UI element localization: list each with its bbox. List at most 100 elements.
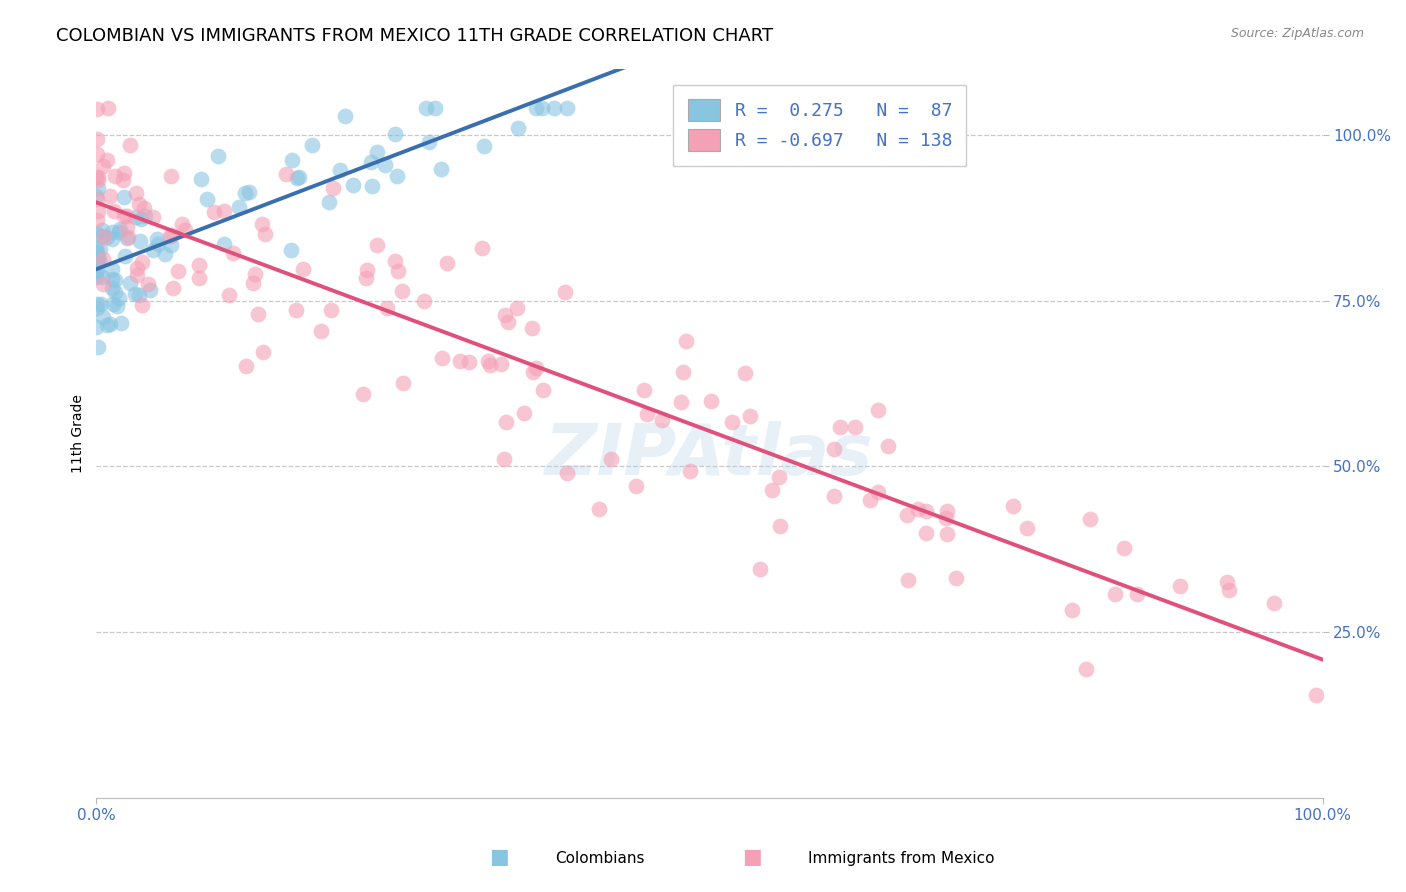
Point bbox=[830, 420, 852, 434]
Point bbox=[387, 263, 409, 277]
Y-axis label: 11th Grade: 11th Grade bbox=[72, 394, 86, 473]
Point bbox=[495, 415, 517, 429]
Text: Colombians: Colombians bbox=[555, 852, 645, 866]
Point bbox=[524, 360, 547, 375]
Point bbox=[522, 365, 544, 379]
Point bbox=[494, 452, 516, 467]
Point bbox=[101, 272, 124, 286]
Point bbox=[103, 297, 125, 311]
Point bbox=[117, 230, 139, 244]
Point bbox=[679, 465, 702, 479]
Point bbox=[285, 303, 308, 318]
Point bbox=[430, 351, 453, 365]
Point bbox=[86, 227, 108, 241]
Point bbox=[423, 101, 446, 115]
Point bbox=[472, 138, 495, 153]
Point bbox=[1074, 661, 1097, 675]
Point bbox=[498, 315, 520, 329]
Point bbox=[844, 419, 866, 434]
Point bbox=[90, 269, 112, 284]
Point bbox=[418, 135, 440, 149]
Point bbox=[96, 229, 118, 244]
Point bbox=[651, 412, 673, 426]
Point bbox=[128, 288, 150, 302]
Point bbox=[87, 181, 110, 195]
Point bbox=[391, 285, 413, 299]
Point bbox=[945, 571, 967, 585]
Point bbox=[124, 287, 146, 301]
Point bbox=[506, 120, 529, 135]
Point bbox=[101, 281, 124, 295]
Point bbox=[915, 525, 938, 540]
Legend: R =  0.275   N =  87, R = -0.697   N = 138: R = 0.275 N = 87, R = -0.697 N = 138 bbox=[673, 85, 966, 166]
Point bbox=[360, 155, 382, 169]
Point bbox=[1112, 541, 1135, 555]
Point bbox=[91, 310, 114, 325]
Point bbox=[87, 170, 110, 185]
Point bbox=[129, 212, 152, 227]
Point bbox=[91, 160, 114, 174]
Point bbox=[458, 355, 481, 369]
Point bbox=[360, 179, 382, 194]
Point bbox=[86, 270, 108, 285]
Point bbox=[202, 204, 225, 219]
Point bbox=[86, 188, 108, 202]
Point bbox=[160, 238, 183, 252]
Point bbox=[86, 240, 108, 254]
Point bbox=[136, 277, 159, 291]
Point bbox=[935, 527, 957, 541]
Point bbox=[366, 237, 388, 252]
Point bbox=[1218, 583, 1240, 598]
Point bbox=[112, 189, 135, 203]
Point bbox=[749, 562, 772, 576]
Point bbox=[86, 169, 108, 184]
Point bbox=[235, 359, 257, 373]
Point bbox=[356, 262, 378, 277]
Point bbox=[104, 169, 127, 183]
Point bbox=[86, 264, 108, 278]
Point bbox=[858, 492, 880, 507]
Point bbox=[125, 268, 148, 282]
Point bbox=[96, 153, 118, 168]
Point bbox=[309, 325, 332, 339]
Point bbox=[112, 166, 135, 180]
Point bbox=[111, 173, 134, 187]
Point bbox=[110, 316, 132, 330]
Point bbox=[93, 230, 115, 244]
Point bbox=[162, 281, 184, 295]
Point bbox=[318, 194, 340, 209]
Point bbox=[91, 277, 114, 292]
Point bbox=[86, 244, 108, 259]
Point bbox=[90, 297, 112, 311]
Point bbox=[531, 101, 554, 115]
Point bbox=[494, 308, 516, 322]
Point bbox=[392, 376, 415, 390]
Point bbox=[520, 320, 543, 334]
Point bbox=[98, 317, 121, 331]
Point bbox=[524, 101, 547, 115]
Point bbox=[100, 225, 122, 239]
Point bbox=[118, 276, 141, 290]
Point bbox=[366, 145, 388, 160]
Point bbox=[195, 192, 218, 206]
Point bbox=[377, 301, 399, 315]
Point bbox=[354, 271, 377, 285]
Point bbox=[449, 354, 471, 368]
Point bbox=[98, 188, 121, 202]
Point bbox=[876, 439, 898, 453]
Point bbox=[1126, 587, 1149, 601]
Point bbox=[87, 204, 110, 219]
Point bbox=[86, 301, 108, 315]
Text: ■: ■ bbox=[489, 847, 509, 867]
Point bbox=[86, 102, 108, 116]
Point bbox=[125, 261, 148, 276]
Point bbox=[430, 162, 453, 177]
Point bbox=[868, 485, 890, 500]
Point bbox=[245, 267, 267, 281]
Point bbox=[87, 251, 110, 265]
Point bbox=[86, 264, 108, 278]
Point bbox=[115, 209, 138, 223]
Point bbox=[86, 297, 108, 311]
Point bbox=[477, 354, 499, 368]
Point bbox=[86, 131, 108, 145]
